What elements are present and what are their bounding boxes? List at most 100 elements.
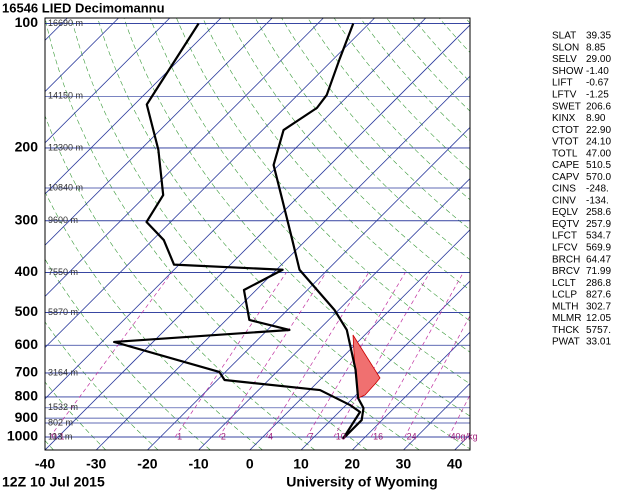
index-name: SLAT bbox=[552, 31, 576, 42]
mixing-ratio-line bbox=[333, 272, 431, 438]
x-tick-label: -40 bbox=[35, 456, 55, 472]
index-name: LCLP bbox=[552, 290, 577, 301]
mixing-ratio-line bbox=[404, 315, 470, 438]
isotherm bbox=[95, 75, 470, 450]
mixing-ratio-line bbox=[49, 272, 173, 438]
index-value: -248. bbox=[586, 184, 609, 195]
isotherm bbox=[45, 24, 470, 450]
index-value: 29.00 bbox=[586, 54, 611, 65]
index-value: 47.00 bbox=[586, 148, 611, 159]
index-name: CINV bbox=[552, 195, 576, 206]
dry-adiabat bbox=[45, 191, 263, 450]
index-value: 827.6 bbox=[586, 290, 611, 301]
mixing-ratio-line bbox=[174, 272, 287, 438]
isotherm bbox=[45, 18, 68, 41]
index-name: PWAT bbox=[552, 337, 580, 348]
index-value: 12.05 bbox=[586, 313, 611, 324]
isotherm bbox=[45, 18, 119, 93]
mixing-ratio-label: 10 bbox=[336, 431, 346, 441]
x-tick-label: 0 bbox=[246, 456, 254, 472]
height-label: 9600 m bbox=[48, 215, 78, 225]
x-tick-label: 20 bbox=[344, 456, 360, 472]
index-value: 22.90 bbox=[586, 125, 611, 136]
x-tick-label: 40 bbox=[447, 456, 463, 472]
isotherm bbox=[198, 178, 470, 450]
index-value: 33.01 bbox=[586, 337, 611, 348]
index-name: LFTV bbox=[552, 89, 577, 100]
index-value: 206.6 bbox=[586, 101, 611, 112]
x-tick-label: -30 bbox=[86, 456, 106, 472]
dry-adiabat bbox=[123, 18, 470, 417]
x-tick-label: 30 bbox=[396, 456, 412, 472]
dry-adiabat bbox=[333, 18, 470, 171]
y-tick-label: 700 bbox=[15, 364, 39, 380]
x-tick-label: -10 bbox=[188, 456, 208, 472]
dry-adiabat bbox=[281, 18, 470, 230]
height-label: 3164 m bbox=[48, 367, 78, 377]
height-label: 10840 m bbox=[48, 182, 83, 192]
height-label: 1532 m bbox=[48, 402, 78, 412]
index-value: 302.7 bbox=[586, 301, 611, 312]
dry-adiabat bbox=[97, 18, 470, 450]
index-value: 570.0 bbox=[586, 172, 611, 183]
mixing-ratio-label: 16 bbox=[373, 431, 383, 441]
y-tick-label: 900 bbox=[15, 409, 39, 425]
isotherm bbox=[249, 229, 470, 450]
mixing-ratio-label: 24 bbox=[407, 431, 417, 441]
index-value: 286.8 bbox=[586, 278, 611, 289]
plot-frame bbox=[44, 17, 471, 451]
dry-adiabat bbox=[176, 18, 470, 353]
index-name: LIFT bbox=[552, 78, 573, 89]
index-name: MLMR bbox=[552, 313, 581, 324]
dry-adiabat bbox=[45, 381, 106, 450]
index-name: SLON bbox=[552, 42, 579, 53]
isotherm bbox=[45, 18, 427, 400]
mixing-ratio-label: 1 bbox=[177, 431, 182, 441]
index-name: LCLT bbox=[552, 278, 576, 289]
y-tick-label: 300 bbox=[15, 211, 39, 227]
index-name: MLTH bbox=[552, 301, 578, 312]
y-tick-label: 500 bbox=[15, 303, 39, 319]
index-value: 534.7 bbox=[586, 231, 611, 242]
index-value: 257.9 bbox=[586, 219, 611, 230]
isotherm bbox=[351, 331, 470, 450]
isotherm bbox=[45, 18, 324, 297]
height-label: 14150 m bbox=[48, 91, 83, 101]
index-value: 64.47 bbox=[586, 254, 611, 265]
index-name: THCK bbox=[552, 325, 580, 336]
dry-adiabat bbox=[255, 18, 470, 261]
sounding-line bbox=[113, 22, 362, 440]
sounding-line bbox=[272, 23, 365, 440]
index-value: 8.85 bbox=[586, 42, 606, 53]
dry-adiabat bbox=[360, 18, 470, 141]
index-value: -134. bbox=[586, 195, 609, 206]
dry-adiabat bbox=[228, 18, 470, 291]
index-name: SHOW bbox=[552, 66, 584, 77]
index-name: EQTV bbox=[552, 219, 580, 230]
index-value: 71.99 bbox=[586, 266, 611, 277]
dry-adiabat bbox=[45, 18, 368, 450]
index-value: 8.90 bbox=[586, 113, 606, 124]
index-name: CINS bbox=[552, 184, 576, 195]
chart-subtitle: 12Z 10 Jul 2015 bbox=[2, 474, 105, 490]
index-name: CAPV bbox=[552, 172, 580, 183]
dry-adiabat bbox=[386, 18, 470, 112]
index-name: SWET bbox=[552, 101, 581, 112]
index-name: BRCV bbox=[552, 266, 580, 277]
profiles bbox=[113, 22, 365, 440]
index-name: SELV bbox=[552, 54, 577, 65]
index-value: 569.9 bbox=[586, 243, 611, 254]
isotherm bbox=[45, 18, 171, 144]
index-name: CAPE bbox=[552, 160, 580, 171]
index-name: KINX bbox=[552, 113, 576, 124]
y-tick-label: 800 bbox=[15, 388, 39, 404]
dry-adiabat bbox=[45, 114, 316, 450]
dry-adiabat bbox=[45, 321, 159, 450]
index-name: LFCV bbox=[552, 243, 578, 254]
isotherm bbox=[0, 18, 16, 450]
index-name: TOTL bbox=[552, 148, 578, 159]
isotherm bbox=[45, 18, 222, 195]
mixing-ratio-line bbox=[370, 272, 464, 438]
